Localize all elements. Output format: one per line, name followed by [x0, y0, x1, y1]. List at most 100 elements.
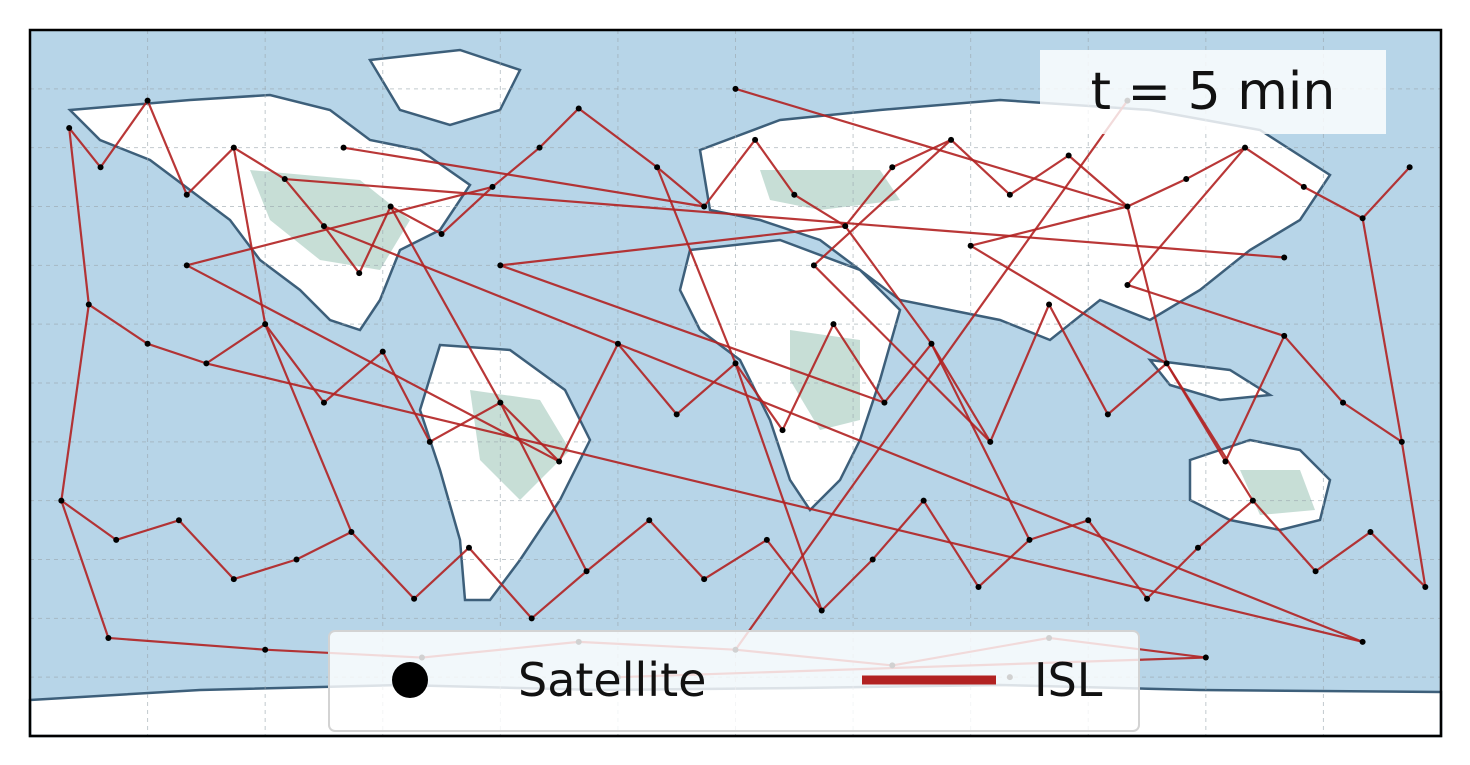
isl-link	[1400, 441, 1427, 588]
isl-link	[675, 362, 737, 416]
satellite-point	[230, 576, 237, 583]
isl-link	[1185, 146, 1246, 181]
satellite-point	[262, 321, 269, 328]
isl-link	[530, 570, 588, 620]
satellite-point	[1046, 301, 1053, 308]
satellite-point	[830, 321, 837, 328]
isl-link	[1009, 154, 1070, 196]
isl-link	[500, 225, 846, 267]
isl-link	[186, 264, 560, 463]
satellite-point	[1194, 544, 1201, 551]
satellite-point	[1367, 529, 1374, 536]
satellite-point	[920, 497, 927, 504]
isl-link	[793, 193, 846, 228]
satellite-point	[528, 615, 535, 622]
satellite-point	[144, 340, 151, 347]
satellite-point	[489, 183, 496, 190]
satellite-point	[1300, 183, 1307, 190]
satellite-point	[1398, 438, 1405, 445]
isl-link	[1067, 154, 1129, 208]
isl-link	[703, 538, 768, 581]
isl-link	[350, 531, 415, 600]
satellite-point	[614, 340, 621, 347]
satellite-point	[842, 223, 849, 230]
isl-link	[813, 264, 992, 443]
satellite-point	[536, 144, 543, 151]
isl-link	[60, 499, 117, 541]
isl-link	[1224, 335, 1286, 462]
isl-link	[1314, 531, 1372, 573]
isl-link	[1029, 519, 1089, 541]
satellite-point	[144, 97, 151, 104]
isl-link	[656, 166, 705, 208]
satellite-point	[183, 191, 190, 198]
isl-link	[1146, 546, 1199, 600]
satellite-point	[203, 360, 210, 367]
isl-link	[1107, 362, 1168, 416]
satellite-point	[881, 399, 888, 406]
isl-link	[146, 100, 188, 196]
isl-link	[970, 205, 1128, 247]
satellite-point	[1202, 654, 1209, 661]
isl-link	[358, 206, 392, 274]
satellite-point	[1104, 411, 1111, 418]
satellite-point	[967, 242, 974, 249]
satellite-point	[732, 360, 739, 367]
satellite-point	[1359, 638, 1366, 645]
satellite-point	[320, 399, 327, 406]
land-south-america	[418, 343, 592, 602]
satellite-point	[791, 191, 798, 198]
isl-link	[491, 146, 541, 188]
satellite-point	[58, 497, 65, 504]
satellite-point	[1422, 583, 1429, 590]
isl-link	[734, 99, 1129, 651]
satellite-point	[1026, 536, 1033, 543]
satellite-point	[948, 136, 955, 143]
satellite-point	[869, 556, 876, 563]
satellite-point	[752, 136, 759, 143]
isl-link	[844, 166, 894, 227]
isl-link	[891, 138, 952, 169]
satellite-point	[987, 438, 994, 445]
isl-link	[883, 343, 933, 404]
satellite-point	[293, 556, 300, 563]
time-annotation-box	[1040, 50, 1386, 134]
isl-link	[813, 139, 952, 267]
isl-link	[205, 323, 266, 365]
legend-satellite-label: Satellite	[518, 653, 707, 707]
axes-border	[28, 28, 1443, 738]
satellite-point	[889, 164, 896, 171]
isl-link	[284, 177, 1285, 259]
isl-link	[343, 146, 705, 208]
satellite-point	[1144, 595, 1151, 602]
legend-isl-marker	[862, 675, 996, 685]
isl-link	[429, 401, 501, 443]
satellite-point	[379, 348, 386, 355]
satellite-point	[113, 536, 120, 543]
isl-link	[820, 558, 874, 612]
legend: Satellite ISL	[328, 630, 1140, 732]
isl-link	[1126, 178, 1187, 208]
satellite-point	[465, 544, 472, 551]
isl-link	[88, 303, 149, 345]
satellite-point	[438, 230, 445, 237]
isl-link	[1127, 283, 1285, 337]
satellite-point	[1124, 281, 1131, 288]
satellite-dots	[58, 85, 1429, 681]
isl-link	[178, 519, 235, 580]
satellite-point	[1006, 191, 1013, 198]
satellite-point	[230, 144, 237, 151]
satellite-point	[1183, 176, 1190, 183]
isl-link	[264, 323, 353, 533]
satellite-point	[975, 583, 982, 590]
isl-link	[735, 87, 1128, 208]
isl-link	[578, 107, 658, 169]
satellite-point	[356, 270, 363, 277]
satellite-point	[1065, 152, 1072, 159]
satellite-point	[411, 595, 418, 602]
isl-link	[1369, 531, 1427, 588]
isl-link	[1197, 499, 1254, 549]
time-annotation: t = 5 min	[1090, 62, 1336, 122]
satellite-point	[105, 634, 112, 641]
